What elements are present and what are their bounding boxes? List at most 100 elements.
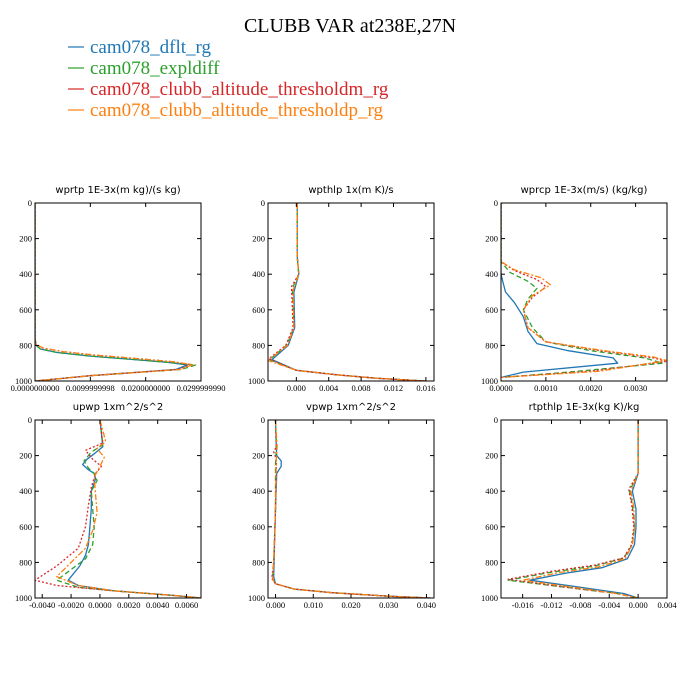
y-tick-label: 400 bbox=[485, 486, 498, 496]
y-tick-label: 600 bbox=[252, 305, 265, 315]
series-line bbox=[35, 203, 191, 381]
axis-frame bbox=[500, 202, 668, 382]
y-tick-label: 400 bbox=[252, 269, 265, 279]
x-tick-label: 0.004 bbox=[319, 383, 339, 393]
series-line bbox=[522, 420, 639, 598]
legend-label: cam078_clubb_altitude_thresholdm_rg bbox=[90, 79, 389, 100]
y-tick-label: 0 bbox=[261, 415, 265, 425]
panel-title: upwp 1xm^2/s^2 bbox=[73, 402, 163, 413]
series-group bbox=[501, 203, 667, 379]
chart-panel: rtpthlp 1E-3x(kg K)/kg 0 200 400 600 800 1000 -… bbox=[481, 402, 677, 610]
axis-frame bbox=[267, 419, 435, 599]
y-tick-label: 200 bbox=[485, 234, 498, 244]
series-line bbox=[271, 203, 426, 381]
x-tick-label: 0.000 bbox=[287, 383, 306, 393]
x-tick-label: 0.0000 bbox=[88, 600, 111, 610]
x-tick-label: 0.0030 bbox=[624, 383, 647, 393]
series-group bbox=[507, 420, 639, 598]
chart-panel: wprtp 1E-3x(m kg)/(s kg) 0 200 400 600 800 100… bbox=[11, 185, 226, 393]
series-line bbox=[271, 420, 431, 598]
series-line bbox=[501, 203, 667, 379]
y-tick-label: 400 bbox=[485, 269, 498, 279]
legend-label: cam078_clubb_altitude_thresholdp_rg bbox=[90, 100, 384, 121]
x-tick-label: 0.0200000000 bbox=[121, 383, 170, 393]
x-tick-label: 0.0020 bbox=[117, 600, 140, 610]
series-line bbox=[501, 203, 619, 379]
x-tick-label: 0.0040 bbox=[146, 600, 169, 610]
y-tick-label: 1000 bbox=[15, 376, 32, 386]
panel-title: rtpthlp 1E-3x(kg K)/kg bbox=[529, 402, 640, 413]
x-tick-label: 0.0020 bbox=[579, 383, 602, 393]
axis-frame bbox=[34, 202, 202, 382]
series-line bbox=[268, 203, 426, 381]
y-tick-label: 200 bbox=[252, 234, 265, 244]
panels: wprtp 1E-3x(m kg)/(s kg) 0 200 400 600 800 100… bbox=[11, 185, 678, 610]
series-group bbox=[35, 203, 197, 381]
chart-panel: wpthlp 1x(m K)/s 0 200 400 600 800 1000 0.000 0.… bbox=[248, 185, 435, 393]
y-tick-label: 200 bbox=[485, 451, 498, 461]
y-tick-label: 600 bbox=[252, 522, 265, 532]
y-tick-label: 1000 bbox=[481, 593, 498, 603]
y-tick-label: 1000 bbox=[248, 593, 265, 603]
series-line bbox=[56, 420, 201, 598]
series-line bbox=[67, 420, 201, 598]
series-line bbox=[35, 203, 188, 381]
axis-frame bbox=[500, 419, 668, 599]
x-tick-label: 0.0000000000 bbox=[11, 383, 60, 393]
x-tick-label: -0.012 bbox=[541, 600, 563, 610]
x-tick-label: 0.040 bbox=[417, 600, 436, 610]
y-tick-label: 800 bbox=[252, 340, 265, 350]
legend-label: cam078_expldiff bbox=[90, 58, 220, 79]
x-tick-label: 0.000 bbox=[629, 600, 648, 610]
y-tick-label: 400 bbox=[19, 486, 32, 496]
y-tick-label: 0 bbox=[28, 198, 32, 208]
series-line bbox=[507, 420, 639, 598]
y-tick-label: 800 bbox=[19, 557, 32, 567]
series-line bbox=[35, 203, 197, 381]
x-tick-label: 0.0000 bbox=[489, 383, 512, 393]
series-line bbox=[271, 420, 431, 598]
y-tick-label: 800 bbox=[485, 557, 498, 567]
y-tick-label: 600 bbox=[485, 305, 498, 315]
x-tick-label: 0.020 bbox=[341, 600, 360, 610]
y-tick-label: 200 bbox=[252, 451, 265, 461]
y-tick-label: 800 bbox=[19, 340, 32, 350]
series-line bbox=[273, 420, 431, 598]
series-group bbox=[35, 420, 201, 598]
y-tick-label: 400 bbox=[252, 486, 265, 496]
y-tick-label: 800 bbox=[485, 340, 498, 350]
panel-title: wpthlp 1x(m K)/s bbox=[308, 185, 393, 196]
chart-panel: upwp 1xm^2/s^2 0 200 400 600 800 1000-0.0040 -0… bbox=[15, 402, 202, 610]
x-tick-label: 0.016 bbox=[416, 383, 435, 393]
x-tick-label: 0.0299999990 bbox=[177, 383, 226, 393]
series-line bbox=[529, 420, 639, 598]
x-tick-label: 0.030 bbox=[379, 600, 398, 610]
y-tick-label: 800 bbox=[252, 557, 265, 567]
x-tick-label: 0.0099999998 bbox=[66, 383, 115, 393]
y-tick-label: 0 bbox=[494, 198, 498, 208]
x-tick-label: -0.004 bbox=[598, 600, 621, 610]
x-tick-label: 0.008 bbox=[352, 383, 371, 393]
legend-label: cam078_dflt_rg bbox=[90, 37, 212, 58]
y-tick-label: 200 bbox=[19, 234, 32, 244]
y-tick-label: 1000 bbox=[15, 593, 32, 603]
series-line bbox=[271, 420, 431, 598]
y-tick-label: 1000 bbox=[248, 376, 265, 386]
series-line bbox=[35, 203, 194, 381]
y-tick-label: 1000 bbox=[481, 376, 498, 386]
panel-title: wprcp 1E-3x(m/s) (kg/kg) bbox=[521, 185, 648, 196]
axis-frame bbox=[34, 419, 202, 599]
y-tick-label: 0 bbox=[494, 415, 498, 425]
y-tick-label: 400 bbox=[19, 269, 32, 279]
series-line bbox=[501, 203, 664, 379]
panel-title: wprtp 1E-3x(m kg)/(s kg) bbox=[55, 185, 180, 196]
x-tick-label: 0.0010 bbox=[534, 383, 557, 393]
series-line bbox=[507, 420, 639, 598]
series-line bbox=[501, 203, 667, 379]
y-tick-label: 0 bbox=[28, 415, 32, 425]
x-tick-label: -0.0020 bbox=[58, 600, 84, 610]
legend: cam078_dflt_rgcam078_expldiffcam078_club… bbox=[68, 37, 389, 121]
x-tick-label: 0.000 bbox=[266, 600, 285, 610]
